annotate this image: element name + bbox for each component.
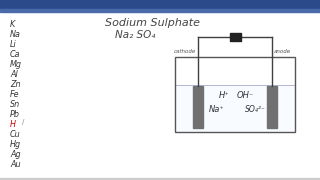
Text: Al: Al xyxy=(10,70,18,79)
Text: Zn: Zn xyxy=(10,80,20,89)
Text: cathode: cathode xyxy=(174,49,196,54)
Text: Ca: Ca xyxy=(10,50,20,59)
Bar xyxy=(0,0,320,9)
Text: H: H xyxy=(10,120,16,129)
Text: K: K xyxy=(10,20,15,29)
Text: Sodium Sulphate: Sodium Sulphate xyxy=(105,18,200,28)
Text: anode: anode xyxy=(274,49,291,54)
Text: Mg: Mg xyxy=(10,60,22,69)
Bar xyxy=(175,57,295,132)
Text: Li: Li xyxy=(10,40,17,49)
Bar xyxy=(0,9,320,12)
Text: Na₂ SO₄: Na₂ SO₄ xyxy=(115,30,156,40)
Text: Pb: Pb xyxy=(10,110,20,119)
Bar xyxy=(267,86,277,128)
Bar xyxy=(229,33,241,41)
Text: Ag: Ag xyxy=(10,150,20,159)
Text: Na: Na xyxy=(10,30,21,39)
Text: Cu: Cu xyxy=(10,130,21,139)
Text: SO₄²⁻: SO₄²⁻ xyxy=(244,105,265,114)
Text: Fe: Fe xyxy=(10,90,20,99)
Text: Na⁺: Na⁺ xyxy=(209,105,225,114)
Text: /: / xyxy=(22,119,24,125)
Text: H⁺: H⁺ xyxy=(218,91,229,100)
Bar xyxy=(193,86,203,128)
Bar xyxy=(0,178,320,180)
Text: Au: Au xyxy=(10,160,20,169)
Text: Sn: Sn xyxy=(10,100,20,109)
Text: Hg: Hg xyxy=(10,140,21,149)
Text: OH⁻: OH⁻ xyxy=(237,91,254,100)
Bar xyxy=(176,85,294,131)
